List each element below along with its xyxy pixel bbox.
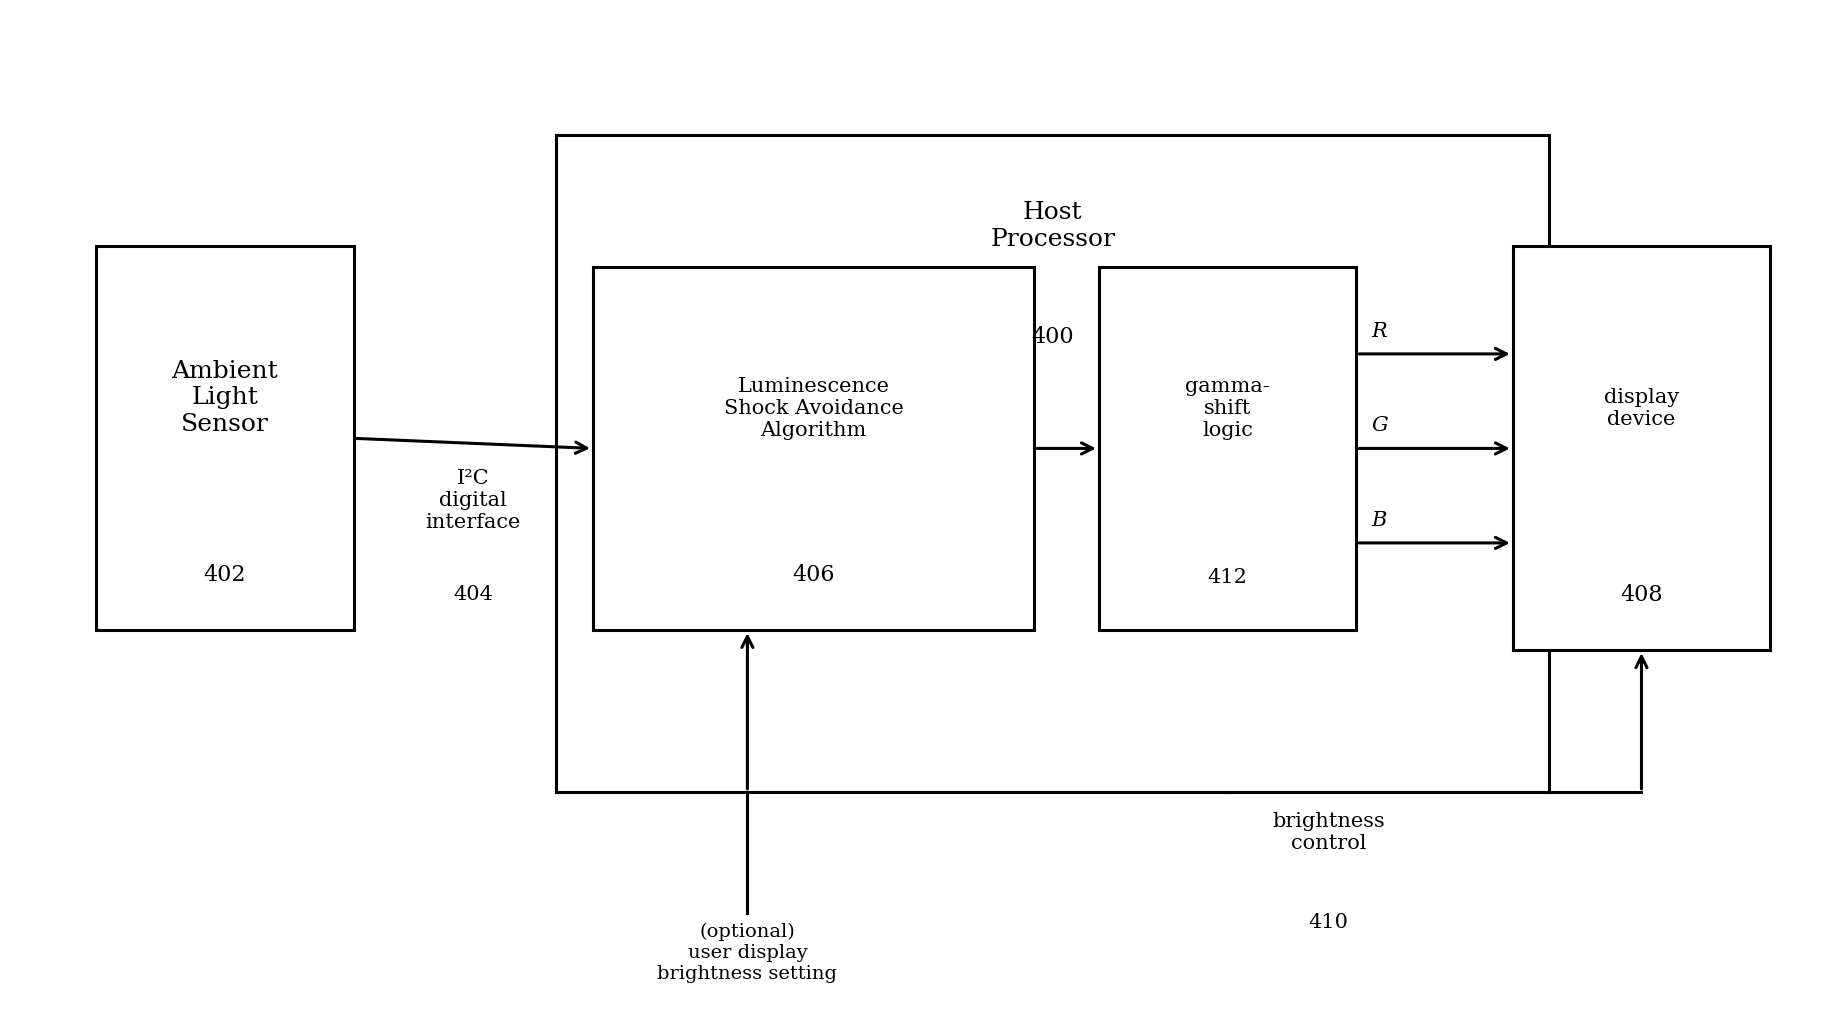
Text: G: G [1371, 416, 1388, 436]
Text: (optional)
user display
brightness setting: (optional) user display brightness setti… [658, 923, 837, 982]
Text: I²C
digital
interface: I²C digital interface [425, 468, 521, 531]
Text: 410: 410 [1308, 913, 1349, 931]
Text: 400: 400 [1031, 327, 1074, 348]
Text: 412: 412 [1207, 568, 1247, 587]
Bar [1100, 267, 1356, 630]
Text: brightness
control: brightness control [1273, 812, 1386, 853]
Text: R: R [1371, 322, 1386, 341]
Bar [593, 267, 1035, 630]
Text: display
device: display device [1604, 388, 1680, 429]
Bar [556, 135, 1549, 792]
Text: Ambient
Light
Sensor: Ambient Light Sensor [172, 359, 279, 436]
Text: 408: 408 [1621, 583, 1663, 606]
Bar [96, 246, 353, 630]
Text: 402: 402 [203, 564, 246, 585]
Text: B: B [1371, 511, 1386, 529]
Text: Luminescence
Shock Avoidance
Algorithm: Luminescence Shock Avoidance Algorithm [724, 377, 904, 440]
Text: 406: 406 [793, 564, 835, 585]
Text: 404: 404 [453, 584, 493, 604]
Text: Host
Processor: Host Processor [991, 202, 1116, 251]
Text: gamma-
shift
logic: gamma- shift logic [1185, 377, 1270, 440]
Bar [1514, 246, 1770, 651]
